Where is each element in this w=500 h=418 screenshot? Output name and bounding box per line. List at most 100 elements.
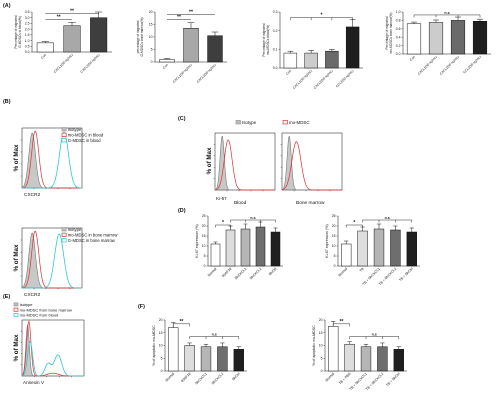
mo-mdsc-histogram — [21, 130, 82, 189]
x-tick-label: Con — [40, 53, 47, 60]
legend-label: mo-MDSC in blood — [68, 133, 104, 138]
significance-label: * — [353, 220, 355, 226]
y-tick-label: 0.5 — [25, 44, 30, 48]
chart-a-1: 0.0 0.51.0 1.5 2.02.5 3.0 3.5 Percentage of mi… — [14, 9, 112, 74]
y-tick-label: 0.4 — [396, 35, 401, 39]
isotype-swatch — [13, 302, 19, 307]
bar — [200, 346, 212, 372]
y-tick-label: 0.6 — [396, 27, 401, 31]
bar — [184, 345, 195, 372]
bar — [428, 22, 444, 55]
significance-label: n.s — [385, 216, 390, 220]
y-axis-label: % of Max — [13, 244, 20, 271]
x-tick-label: Con — [162, 63, 169, 70]
y-axis-label: mo-MDSCs blood(%) — [266, 25, 270, 55]
y-axis-label: Ki-67 expression (%) — [325, 224, 329, 257]
chart-f-1: 0 5 10 15 20% of apoptotic mo-MDSC Normal B16F… — [152, 318, 247, 385]
bar — [373, 228, 385, 267]
y-tick-label: 20 — [319, 318, 323, 322]
chart-a-4: 0.0 0.2 0.4 0.6 0.8 1.0 Percentage of migrated… — [385, 10, 491, 76]
x-tick-label: CXCL2(50 ng/mL) — [439, 55, 460, 76]
x-tick-label: ShCtrl — [231, 372, 241, 382]
bar — [240, 228, 251, 267]
y-tick-label: 10 — [149, 35, 153, 39]
y-axis-label: Ki-67 expression (%) — [195, 224, 199, 257]
y-tick-label: 20 — [202, 224, 206, 228]
panel-label-c: (C) — [178, 116, 186, 122]
y-axis-label: Percentage of migrated — [262, 23, 266, 56]
bar — [255, 226, 266, 267]
legend-label: Isotype — [242, 120, 257, 125]
y-tick-label: 5 — [334, 254, 336, 258]
bar — [344, 343, 355, 372]
y-axis-label: G-MDSCs bone marrow(%) — [140, 18, 144, 57]
x-tick-label: CCL2(50 ng/mL) — [335, 69, 354, 88]
y-tick-label: 2.0 — [25, 27, 30, 31]
y-tick-label: 0.8 — [396, 19, 401, 23]
y-tick-label: 15 — [149, 23, 153, 27]
y-tick-label: 3.0 — [25, 16, 30, 20]
x-tick-label: Con — [409, 55, 416, 62]
g-mdsc-swatch — [61, 138, 67, 143]
y-axis-label: G-MDSCs in blood(%) — [18, 16, 22, 48]
y-axis-label: mo-MDSCs bone marrow(%) — [389, 13, 393, 54]
isotype-swatch — [235, 120, 241, 125]
x-tick-label: CXCL2(50 ng/mL) — [196, 63, 217, 84]
y-tick-label: 0 — [334, 264, 336, 268]
bar — [325, 50, 339, 69]
y-tick-label: 10 — [332, 244, 336, 248]
y-tick-label: 15 — [159, 331, 163, 335]
panel-label-f: (F) — [138, 304, 145, 310]
bar — [207, 35, 223, 63]
y-axis-label: % of Max — [13, 334, 20, 361]
subtitle-blood: Blood — [234, 200, 247, 206]
x-tick-label: Con — [285, 69, 292, 76]
y-tick-label: 10 — [319, 344, 323, 348]
y-tick-label: 15 — [319, 331, 323, 335]
y-tick-label: 5 — [151, 48, 153, 52]
bar — [406, 23, 422, 55]
x-tick-label: CXCL1(50 ng/mL) — [53, 53, 74, 74]
y-tick-label: 0.2 — [273, 29, 278, 33]
legend-label: G-MDSC in bone marrow — [68, 238, 116, 243]
y-tick-label: 20 — [332, 224, 336, 228]
isotype-histogram — [281, 135, 342, 191]
x-tick-label: TB + PBS — [338, 371, 352, 385]
x-tick-label: ShCXCL2 — [211, 372, 225, 386]
y-tick-label: 1.5 — [25, 33, 30, 37]
bar — [393, 349, 404, 372]
bar — [450, 20, 466, 55]
legend-label: mo-MDSC from blood — [20, 313, 59, 318]
legend-label: Isotype — [68, 227, 82, 232]
x-tick-label: ShCtrl — [268, 267, 278, 277]
g-mdsc-histogram — [22, 233, 82, 289]
chart-a-3: 0.0 0.1 0.2 0.3 Percentage of migrated mo-MDS… — [262, 10, 363, 90]
mo-mdsc-swatch — [61, 132, 67, 137]
mo-mdsc-histogram — [214, 139, 275, 191]
chart-d-1: 0 5 10 15 20 25 Ki-67 expression (%) Normal B16F… — [195, 214, 283, 280]
y-tick-label: 0.2 — [396, 44, 401, 48]
bar — [472, 20, 488, 55]
significance-label: ** — [189, 10, 193, 16]
y-tick-label: 0 — [151, 60, 153, 64]
panel-label-a: (A) — [3, 3, 11, 9]
panel-label-d: (D) — [178, 208, 186, 214]
isotype-swatch — [61, 227, 67, 232]
mo-mdsc-bm-swatch — [13, 307, 19, 312]
x-tick-label: TB — [359, 266, 365, 272]
y-tick-label: 5 — [161, 356, 163, 360]
chart-d-2: 0 5 10 15 20 25 Ki-67 expression (%) Normal TB TB… — [325, 214, 420, 286]
significance-label: * — [321, 13, 323, 19]
bar — [217, 346, 228, 372]
y-tick-label: 0 — [161, 369, 163, 373]
x-tick-label: B16F10 — [180, 372, 191, 383]
x-tick-label: TB + ShCXCL2 — [378, 267, 397, 286]
bar — [210, 243, 221, 267]
x-tick-label: Normal — [165, 372, 176, 383]
bar — [36, 42, 54, 53]
y-axis-label: percentage of migrated — [136, 20, 140, 53]
